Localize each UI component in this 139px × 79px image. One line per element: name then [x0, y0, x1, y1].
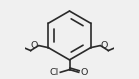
Text: O: O [81, 68, 88, 77]
Text: O: O [31, 41, 38, 50]
Text: Cl: Cl [49, 68, 59, 77]
Text: O: O [101, 41, 108, 50]
